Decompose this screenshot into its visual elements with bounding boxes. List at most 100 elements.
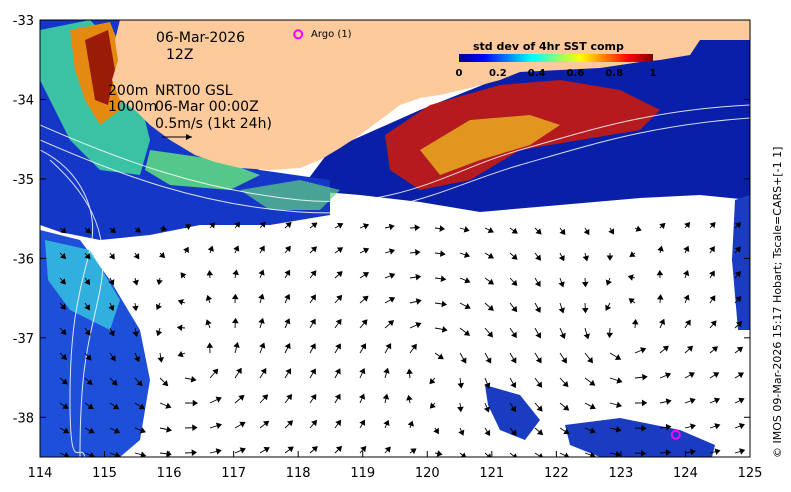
x-tick-label: 121: [479, 466, 504, 481]
velocity-arrowhead: [84, 253, 91, 260]
velocity-arrowhead: [206, 270, 214, 276]
velocity-arrowhead: [134, 226, 142, 233]
velocity-arrowhead: [232, 269, 239, 276]
velocity-arrowhead: [136, 380, 143, 387]
velocity-arrowhead: [177, 299, 184, 306]
velocity-arrowhead: [457, 406, 464, 413]
velocity-scale-arrow: [162, 134, 192, 140]
velocity-arrowhead: [259, 342, 266, 349]
velocity-arrowhead: [407, 420, 414, 427]
velocity-arrowhead: [205, 294, 213, 302]
velocity-arrowhead: [362, 223, 370, 230]
y-axis: -33 -34 -35 -36 -37 -38: [13, 14, 750, 426]
velocity-arrowhead: [60, 227, 67, 234]
velocity-arrowhead: [259, 245, 265, 252]
velocity-arrowhead: [739, 448, 746, 455]
velocity-arrowhead: [535, 332, 542, 339]
velocity-arrowhead: [484, 429, 491, 437]
velocity-arrowhead: [84, 227, 92, 234]
velocity-arrowhead: [563, 428, 570, 435]
velocity-arrowhead: [383, 367, 390, 374]
velocity-arrowhead: [662, 345, 669, 352]
velocity-arrowhead: [140, 451, 147, 457]
velocity-arrowhead: [109, 355, 116, 362]
velocity-arrowhead: [589, 379, 596, 386]
velocity-arrowhead: [362, 295, 369, 302]
velocity-arrowhead: [362, 247, 370, 254]
velocity-arrowhead: [60, 252, 67, 259]
velocity-arrowhead: [457, 382, 465, 389]
velocity-arrowhead: [361, 319, 368, 326]
velocity-arrowhead: [511, 305, 518, 313]
velocity-arrowhead: [185, 224, 192, 230]
velocity-arrowhead: [285, 221, 292, 228]
velocity-arrowhead: [191, 449, 198, 456]
date-label: 06-Mar-2026: [156, 30, 245, 46]
velocity-arrowhead: [205, 319, 212, 326]
velocity-arrowhead: [615, 426, 622, 433]
velocity-arrowhead: [156, 279, 163, 286]
x-tick-label: 115: [92, 466, 117, 481]
velocity-arrowhead: [206, 342, 214, 348]
velocity-arrowhead: [709, 295, 716, 302]
colorbar-title: std dev of 4hr SST comp: [473, 40, 624, 53]
x-tick-label: 125: [738, 466, 763, 481]
velocity-arrow: [534, 452, 542, 457]
velocity-arrowhead: [132, 279, 139, 286]
velocity-arrowhead: [485, 357, 492, 364]
velocity-arrowhead: [192, 424, 198, 432]
y-tick-label: -34: [13, 93, 34, 108]
velocity-arrowhead: [359, 419, 366, 426]
velocity-arrowhead: [429, 402, 436, 409]
colorbar-tick-label: 0.8: [605, 68, 623, 79]
velocity-arrowhead: [310, 318, 316, 325]
x-tick-label: 116: [157, 466, 182, 481]
velocity-arrowhead: [582, 255, 590, 262]
velocity-arrowhead: [132, 305, 139, 312]
velocity-arrowhead: [108, 330, 115, 337]
velocity-arrowhead: [656, 269, 664, 276]
velocity-arrowhead: [484, 382, 491, 389]
velocity-arrowhead: [166, 426, 172, 433]
velocity-arrowhead: [737, 372, 744, 379]
velocity-arrowhead: [133, 253, 140, 260]
velocity-arrowhead: [535, 357, 542, 364]
velocity-arrowhead: [231, 293, 239, 300]
velocity-arrowhead: [581, 281, 589, 288]
velocity-arrowhead: [382, 393, 390, 400]
velocity-arrowhead: [335, 343, 341, 350]
velocity-arrowhead: [564, 452, 570, 457]
velocity-arrowhead: [59, 278, 66, 285]
velocity-arrowhead: [589, 427, 596, 434]
velocity-arrowhead: [388, 248, 396, 255]
velocity-arrowhead: [738, 423, 745, 430]
velocity-arrowhead: [463, 226, 470, 233]
argo-float-marker: [670, 429, 681, 440]
velocity-arrowhead: [388, 297, 396, 303]
velocity-arrowhead: [406, 368, 413, 375]
velocity-arrowhead: [736, 321, 743, 328]
velocity-arrowhead: [736, 346, 744, 353]
velocity-arrowhead: [433, 427, 439, 435]
velocity-arrowhead: [627, 274, 634, 281]
colorbar-tick-label: 0.4: [528, 68, 546, 79]
velocity-arrowhead: [614, 354, 622, 360]
sst-green-patch: [145, 150, 260, 190]
plot-frame: [39, 19, 751, 458]
y-tick-label: -38: [13, 411, 34, 426]
velocity-arrowhead: [583, 228, 590, 236]
velocity-arrowhead: [157, 356, 164, 363]
velocity-arrowhead: [112, 403, 120, 410]
colorbar-tick-label: 0: [456, 68, 463, 79]
x-tick-label: 123: [608, 466, 633, 481]
y-tick-label: -37: [13, 332, 34, 347]
x-tick-label: 119: [350, 466, 375, 481]
y-tick-label: -33: [13, 14, 34, 29]
velocity-arrowhead: [183, 246, 189, 254]
velocity-arrowhead: [284, 269, 291, 277]
colorbar-tick-label: 0.2: [489, 68, 507, 79]
velocity-arrowhead: [207, 245, 214, 252]
velocity-arrowhead: [84, 329, 91, 336]
velocity-arrowhead: [690, 448, 696, 456]
